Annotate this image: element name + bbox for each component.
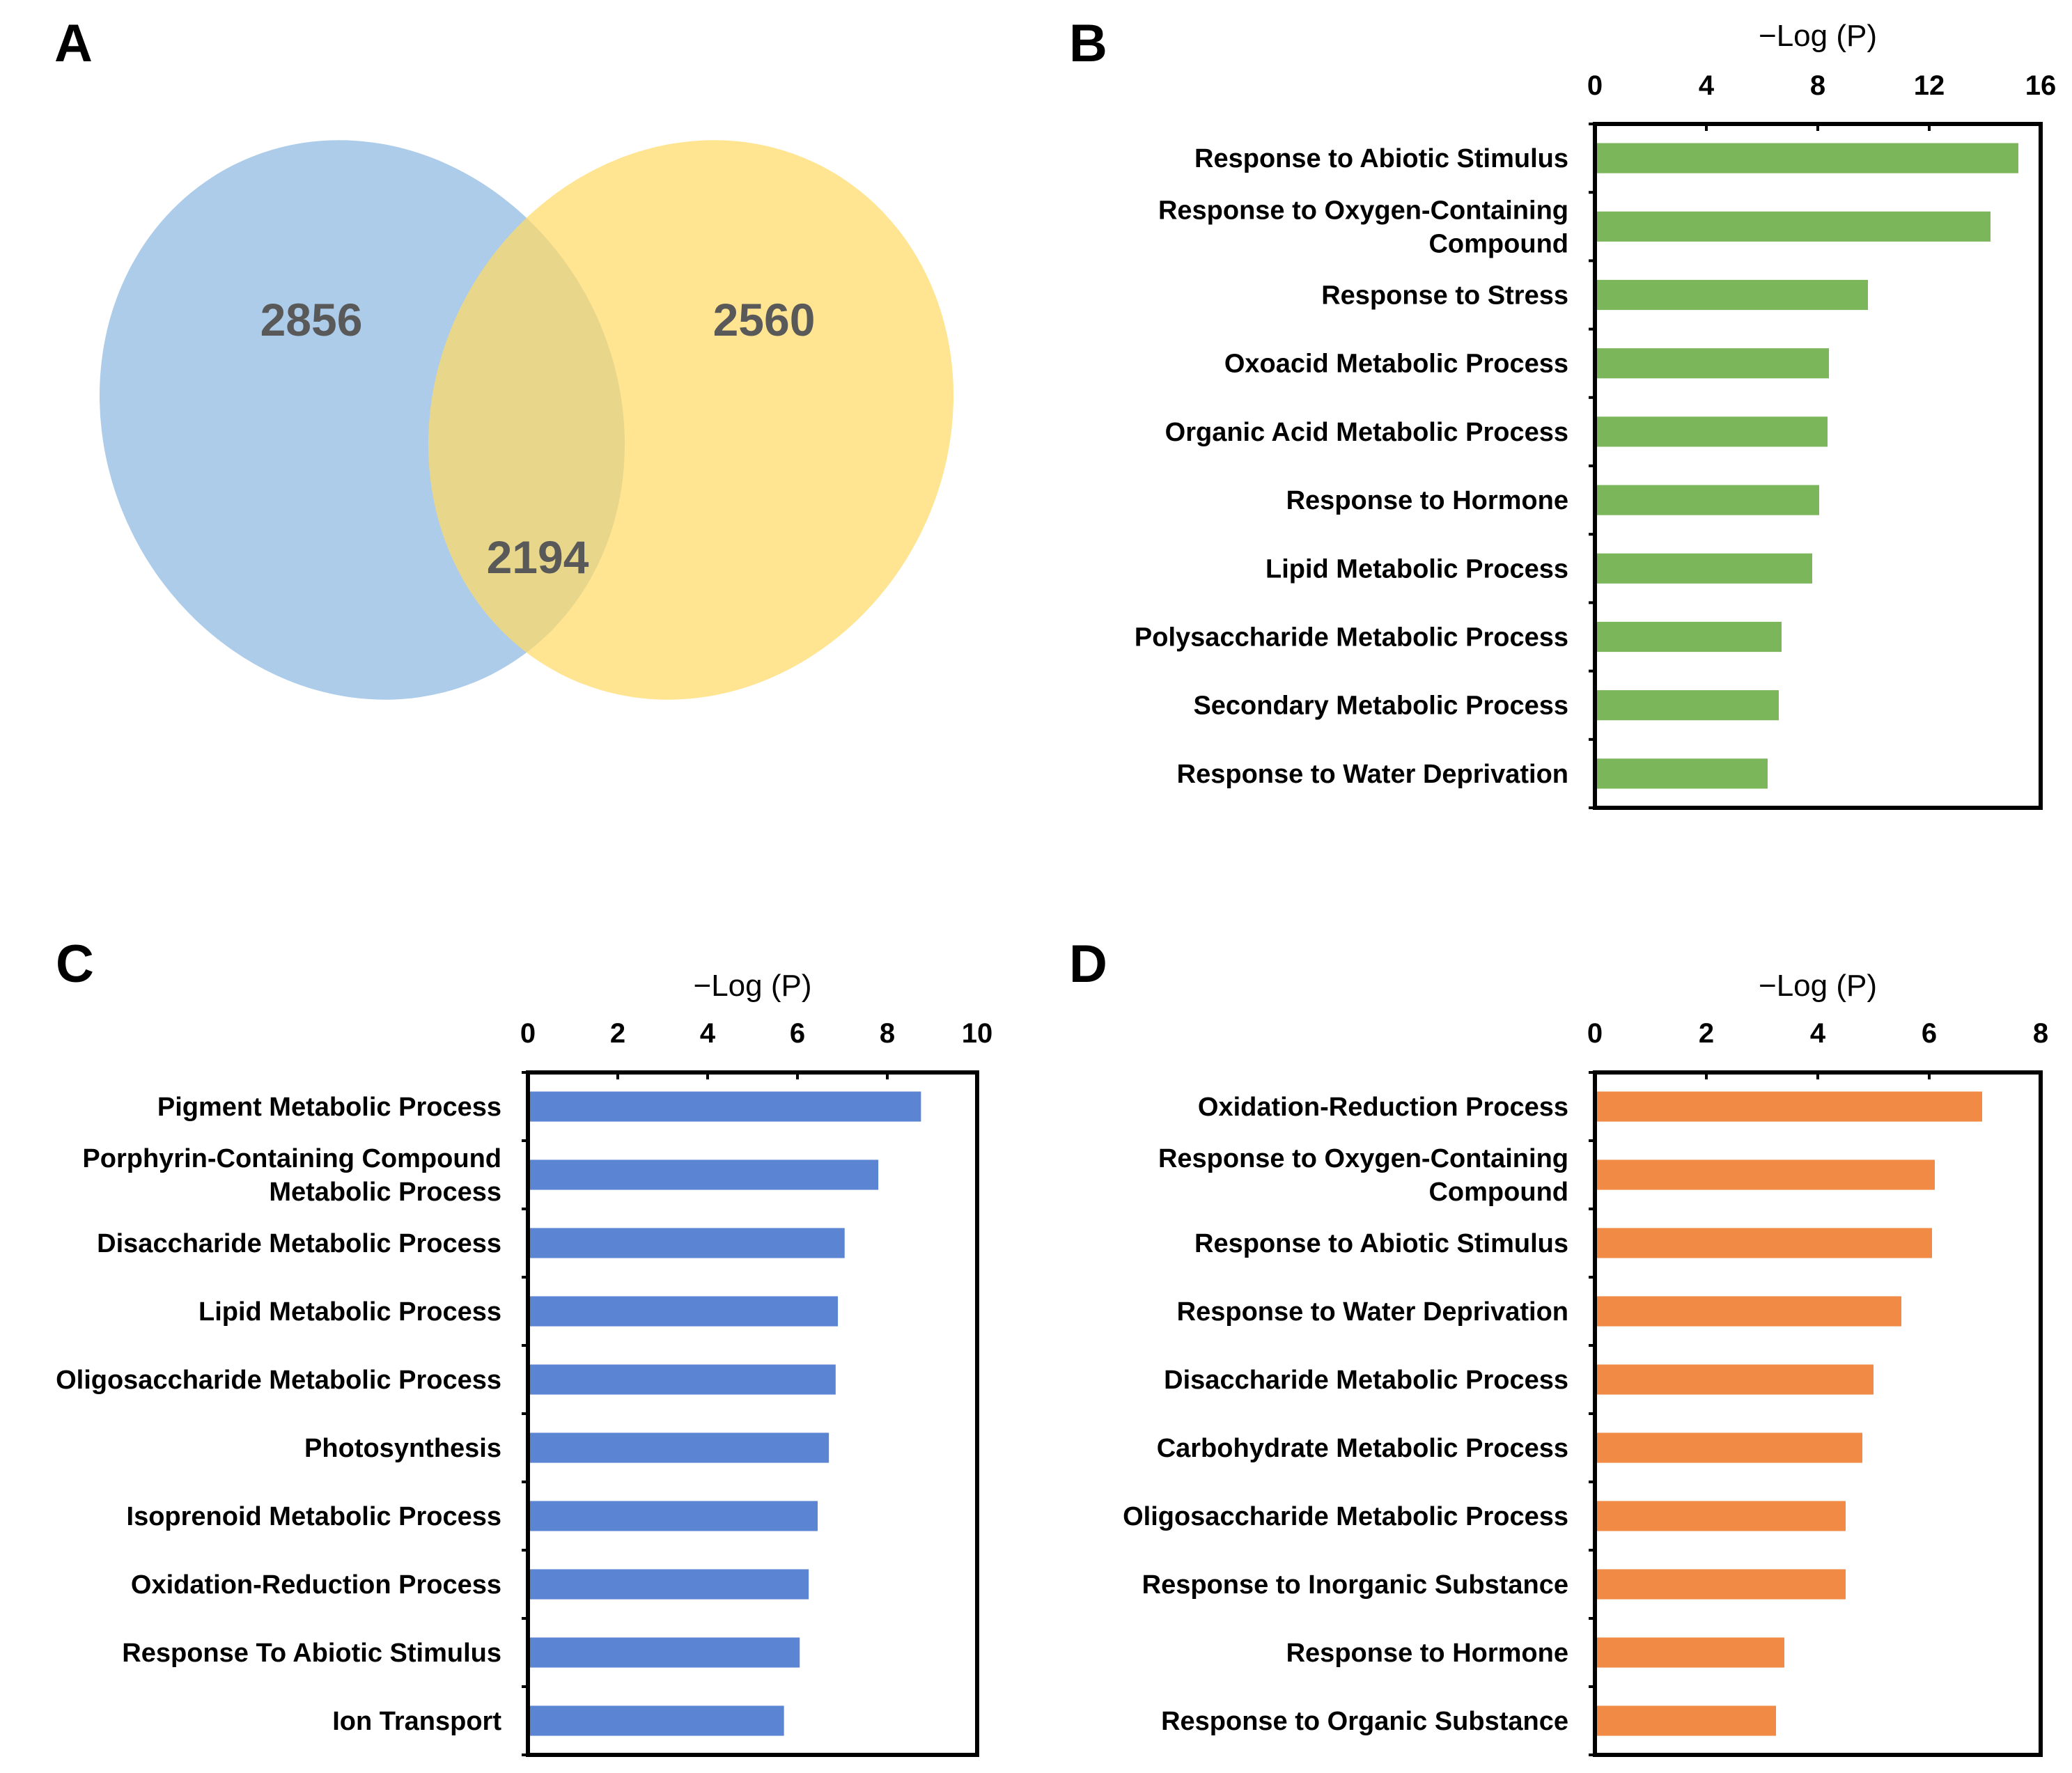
- category-label: Response To Abiotic Stimulus: [122, 1639, 501, 1668]
- category-label: Oxoacid Metabolic Process: [1224, 350, 1568, 379]
- bar: [1595, 1501, 1846, 1531]
- category-label: Response to Organic Substance: [1161, 1707, 1568, 1736]
- bar: [1595, 621, 1782, 653]
- bar: [1595, 1705, 1776, 1736]
- tick-label: 0: [520, 1018, 536, 1049]
- bar: [528, 1501, 818, 1531]
- venn-overlap-count: 2194: [487, 531, 589, 583]
- category-label: Organic Acid Metabolic Process: [1165, 418, 1568, 447]
- bar: [528, 1637, 800, 1668]
- bar: [528, 1228, 845, 1258]
- axis-title: −Log (P): [694, 969, 812, 1003]
- bar: [1595, 1569, 1846, 1600]
- panel-letter-b: B: [1069, 14, 1107, 73]
- bar: [1595, 143, 2018, 173]
- bar: [1595, 348, 1829, 379]
- category-label: Oxidation-Reduction Process: [131, 1570, 501, 1600]
- category-label: Response to Hormone: [1286, 1639, 1568, 1668]
- bar: [528, 1364, 836, 1395]
- bar: [1595, 1364, 1874, 1395]
- category-label: Response to Stress: [1321, 281, 1568, 311]
- category-label: Response to Oxygen-Containing Compound: [1158, 1144, 1568, 1207]
- bar: [528, 1159, 879, 1190]
- category-label: Lipid Metabolic Process: [1265, 554, 1568, 584]
- bar: [1595, 1091, 1982, 1122]
- category-label: Oligosaccharide Metabolic Process: [56, 1366, 501, 1395]
- tick-label: 6: [790, 1018, 805, 1049]
- tick-label: 4: [1810, 1018, 1826, 1049]
- plot-frame: [526, 1070, 979, 1757]
- bar: [528, 1705, 784, 1736]
- panel-letter-c: C: [56, 935, 94, 994]
- panel-letter-a: A: [54, 14, 93, 73]
- bar: [528, 1569, 809, 1600]
- chart-c: −Log (P) 0 2 4 6 8 10 Pigment Metabolic Process…: [56, 969, 993, 1757]
- category-label: Pigment Metabolic Process: [157, 1093, 501, 1122]
- plot-frame: [1593, 1070, 2043, 1757]
- tick-label: 10: [962, 1018, 993, 1049]
- category-label: Carbohydrate Metabolic Process: [1157, 1434, 1568, 1463]
- category-label: Oligosaccharide Metabolic Process: [1123, 1502, 1568, 1531]
- bar: [1595, 1159, 1935, 1190]
- bar: [1595, 1637, 1784, 1668]
- tick-label: 0: [1587, 1018, 1603, 1049]
- bar: [1595, 279, 1868, 311]
- plot-frame: [1593, 122, 2043, 810]
- category-label: Porphyrin-Containing Compound Metabolic P…: [82, 1144, 501, 1207]
- category-label: Isoprenoid Metabolic Process: [127, 1502, 501, 1531]
- tick-label: 2: [1699, 1018, 1714, 1049]
- bar: [1595, 485, 1819, 515]
- category-label: Ion Transport: [332, 1707, 501, 1736]
- tick-label: 8: [880, 1018, 895, 1049]
- category-label: Polysaccharide Metabolic Process: [1135, 623, 1568, 653]
- tick-label: 8: [1810, 70, 1825, 101]
- category-label: Photosynthesis: [304, 1434, 501, 1463]
- bar: [1595, 690, 1779, 721]
- bar: [1595, 758, 1768, 789]
- tick-label: 16: [2025, 70, 2057, 101]
- bar: [528, 1432, 829, 1463]
- chart-b: −Log (P) 0 4 8 12 16 Response to Abiotic Stimu…: [1135, 19, 2057, 810]
- bar: [1595, 1296, 1901, 1327]
- axis-title: −Log (P): [1759, 969, 1877, 1003]
- category-label: Response to Oxygen-Containing Compound: [1158, 196, 1568, 258]
- bar: [528, 1296, 839, 1327]
- tick-label: 8: [2033, 1018, 2048, 1049]
- tick-label: 4: [700, 1018, 716, 1049]
- chart-d: −Log (P) 0 2 4 6 8 Oxidation-Reduction Process…: [1123, 969, 2048, 1757]
- tick-label: 2: [610, 1018, 625, 1049]
- tick-label: 4: [1699, 70, 1715, 101]
- tick-label: 6: [1922, 1018, 1937, 1049]
- bar: [1595, 1432, 1862, 1463]
- venn-right-count: 2560: [713, 294, 816, 345]
- bar: [528, 1091, 921, 1122]
- category-label: Disaccharide Metabolic Process: [1164, 1366, 1568, 1395]
- venn-diagram: 2856 2560 2194: [99, 140, 954, 700]
- category-label: Response to Abiotic Stimulus: [1194, 1229, 1568, 1258]
- category-label: Oxidation-Reduction Process: [1198, 1093, 1568, 1122]
- tick-label: 12: [1914, 70, 1945, 101]
- axis-title: −Log (P): [1759, 19, 1877, 53]
- category-label: Disaccharide Metabolic Process: [97, 1229, 501, 1258]
- category-label: Response to Inorganic Substance: [1142, 1570, 1568, 1600]
- category-label: Response to Water Deprivation: [1177, 760, 1568, 789]
- bar: [1595, 416, 1828, 447]
- panel-letter-d: D: [1069, 935, 1107, 994]
- category-label: Secondary Metabolic Process: [1193, 692, 1568, 721]
- bar: [1595, 1228, 1932, 1258]
- bar: [1595, 553, 1812, 584]
- tick-label: 0: [1587, 70, 1603, 101]
- category-label: Response to Hormone: [1286, 486, 1568, 515]
- venn-left-count: 2856: [260, 294, 363, 345]
- category-label: Response to Abiotic Stimulus: [1194, 144, 1568, 173]
- bar: [1595, 211, 1991, 242]
- category-label: Response to Water Deprivation: [1177, 1297, 1568, 1327]
- category-label: Lipid Metabolic Process: [198, 1297, 501, 1327]
- venn-right-set: [428, 140, 954, 700]
